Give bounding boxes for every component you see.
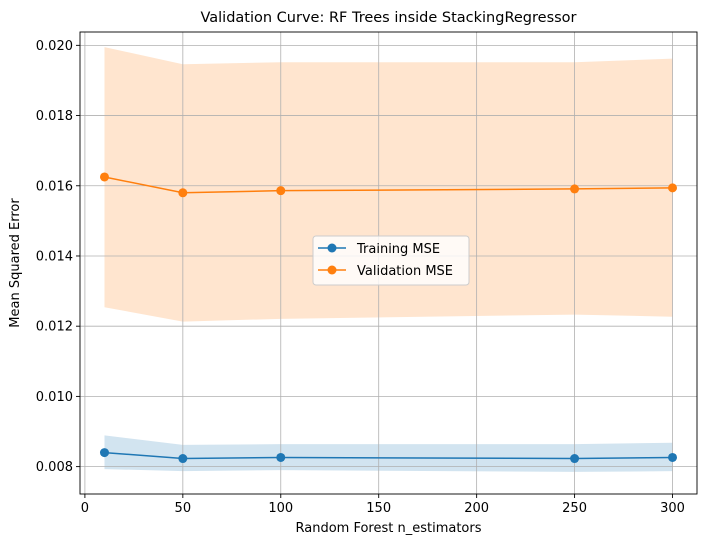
y-axis-title: Mean Squared Error [8,198,23,328]
plot-frame [79,31,698,495]
x-tick-label: 200 [464,501,489,516]
validation-mse-point [570,184,580,194]
validation-mse-point [178,188,188,198]
y-tick-label: 0.010 [36,390,73,405]
legend-marker-validation [327,265,337,275]
validation-mse-point [668,183,678,193]
y-tick-label: 0.018 [36,109,73,124]
legend-box [312,235,470,286]
x-tick-label: 300 [660,501,685,516]
training-mse-point [99,448,109,458]
y-tick-label: 0.008 [36,460,73,475]
x-axis-title: Random Forest n_estimators [296,521,482,536]
x-tick-label: 50 [175,501,192,516]
legend-label-training: Training MSE [356,242,440,257]
x-tick-label: 150 [366,501,391,516]
legend-label-validation: Validation MSE [357,264,453,279]
y-tick-label: 0.012 [36,320,73,335]
x-tick-label: 250 [562,501,587,516]
grid-lines [80,32,697,494]
chart-title: Validation Curve: RF Trees inside Stacki… [200,10,576,26]
training-mse-band [104,435,673,472]
y-axis-ticks: 0.008 0.010 0.012 0.014 0.016 0.018 0.020 [36,39,80,475]
x-tick-label: 100 [268,501,293,516]
training-mse-point [570,454,580,464]
series-markers [99,172,678,464]
legend: Training MSE Validation MSE [312,235,470,286]
validation-mse-point [99,172,109,182]
training-mse-point [178,454,188,464]
training-mse-point [668,452,678,462]
legend-marker-training [327,243,337,253]
x-axis-ticks: 0 50 100 150 200 250 300 [81,494,685,516]
validation-mse-point [276,186,286,196]
y-tick-label: 0.020 [36,39,73,54]
y-tick-label: 0.014 [36,249,73,264]
training-mse-point [276,452,286,462]
x-tick-label: 0 [81,501,89,516]
y-tick-label: 0.016 [36,179,73,194]
